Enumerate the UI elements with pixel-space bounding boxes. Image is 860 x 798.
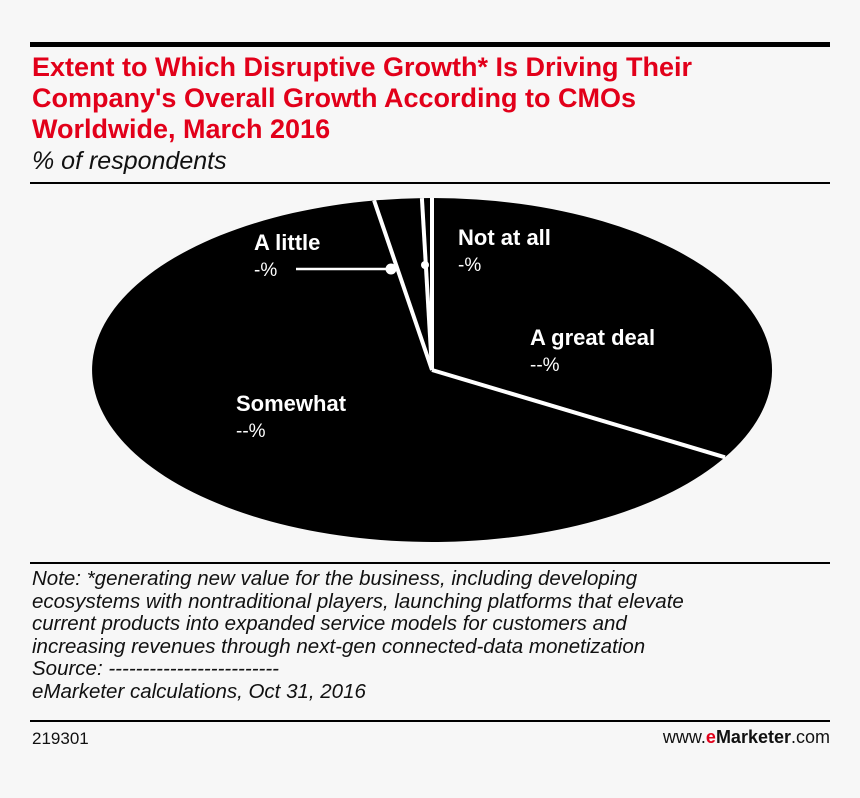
brand-prefix: www. [662,727,706,747]
note-line: ecosystems with nontraditional players, … [32,589,684,613]
slice-label: Somewhat [236,391,347,416]
leader-dot [421,261,429,269]
slice-value: --% [530,355,560,376]
leader-dot [385,263,397,275]
chart-subtitle: % of respondents [32,147,227,175]
pie-slice-a-great-deal [432,198,773,458]
pie-slices [92,198,773,542]
slice-value: -% [254,260,277,281]
subtitle-rule [30,182,830,184]
slice-separators [372,197,726,460]
chart-title: Extent to Which Disruptive Growth* Is Dr… [32,52,693,144]
slice-label: A great deal [530,325,655,350]
slice-separator [372,199,434,371]
slice-labels: A great deal --% Somewhat --% A little -% Not … [236,225,655,442]
note-line: increasing revenues through next-gen con… [32,634,646,658]
source-line: Source: ------------------------- [32,657,280,680]
pie-chart: A great deal --% Somewhat --% A little -% Not … [92,197,773,542]
note-line: Note: *generating new value for the busi… [32,567,638,590]
slice-label: Not at all [458,225,551,250]
slice-separator [431,368,726,460]
brand-link[interactable]: www.eMarketer.com [663,727,830,748]
pie-slice-somewhat [92,200,725,542]
footer-rule [30,720,830,722]
note-line: current products into expanded service m… [32,612,627,635]
leader-lines [296,261,429,275]
slice-label: A little [254,230,320,255]
notes-block: Note: *generating new value for the busi… [32,567,832,703]
slice-value: --% [236,421,266,442]
chart-id: 219301 [32,729,89,748]
notes-rule [30,562,830,564]
brand-name: Marketer [715,727,791,747]
source-detail: eMarketer calculations, Oct 31, 2016 [32,679,366,703]
brand-accent: e [705,727,716,747]
brand-suffix: .com [790,727,830,747]
slice-separator [419,197,434,371]
slice-value: -% [458,255,481,276]
top-rule [30,42,830,47]
